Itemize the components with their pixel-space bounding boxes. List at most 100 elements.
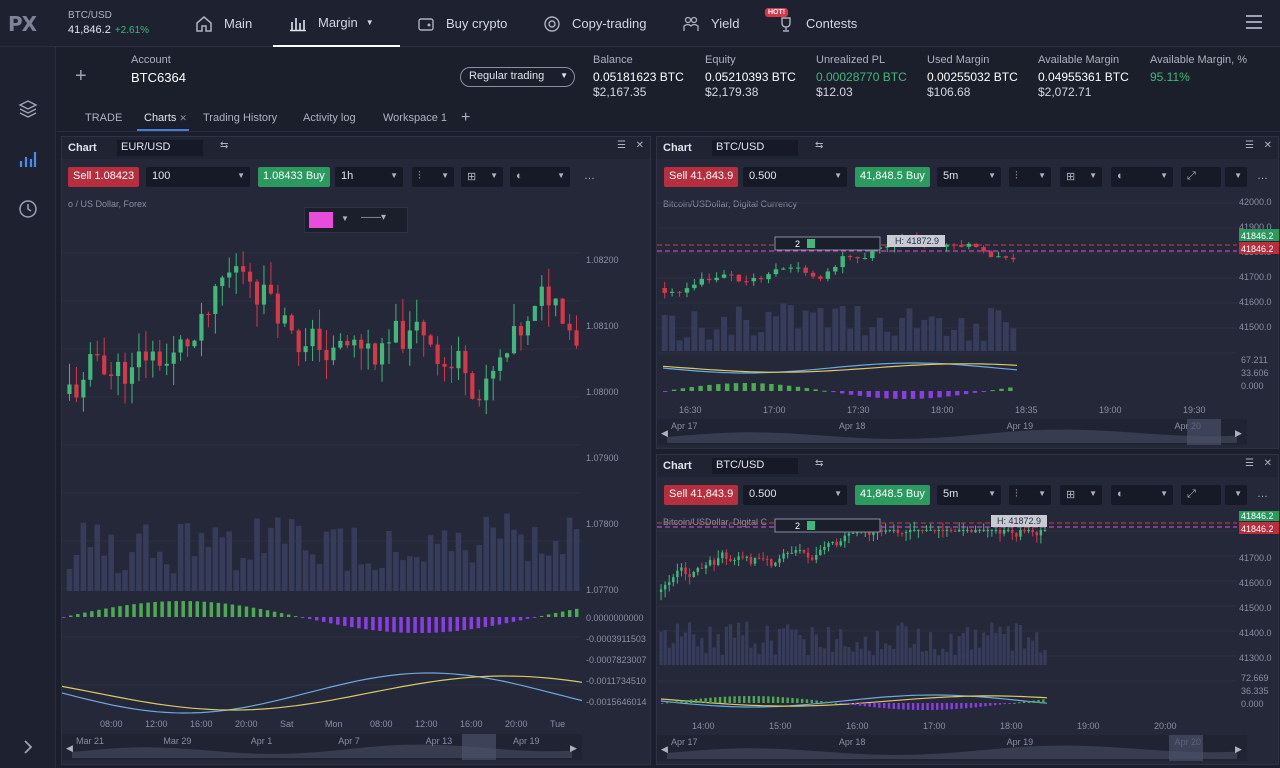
quantity-select[interactable]: 100 ▼ <box>146 167 250 187</box>
indicators-icon[interactable]: ◐ ▼ <box>510 167 570 187</box>
volume-bar <box>441 530 448 591</box>
fullscreen-icon[interactable]: ⤢ <box>1181 167 1221 187</box>
fullscreen-icon[interactable]: ⤢ <box>1181 485 1221 505</box>
price-chart[interactable]: 2 H: 41872.9 <box>657 193 1237 403</box>
volume-bar <box>851 651 855 665</box>
compare-icon[interactable]: ⇆ <box>815 140 824 151</box>
symbol-input[interactable]: EUR/USD <box>117 140 203 156</box>
color-picker[interactable]: ▼ ——▾ <box>304 207 408 233</box>
more-icon[interactable]: … <box>1257 488 1268 500</box>
price-tag-bg <box>1239 242 1279 254</box>
nav-main[interactable]: Main <box>194 0 252 47</box>
panel-menu-icon[interactable]: ☰ <box>1245 140 1254 151</box>
histogram-bar <box>118 606 122 617</box>
tab-activity-log[interactable]: Activity log <box>303 112 356 124</box>
nav-margin[interactable]: Margin ▼ <box>273 0 400 47</box>
chart-type-icon[interactable]: ⫶ ▼ <box>1009 485 1051 505</box>
chart-type-icon[interactable]: ⫶ ▼ <box>412 167 454 187</box>
tab-workspace-1[interactable]: Workspace 1 <box>383 112 447 124</box>
people-icon <box>681 14 701 34</box>
chevron-down-icon[interactable]: ▼ <box>1225 485 1247 505</box>
histogram-bar <box>820 700 823 703</box>
ticker[interactable]: BTC/USD 41,846.2 +2.61% <box>68 9 149 38</box>
line-style-select[interactable]: ——▾ <box>361 212 387 223</box>
buy-button[interactable]: 41,848.5 Buy <box>855 167 930 187</box>
tab-charts[interactable]: Charts ✕ <box>137 112 189 131</box>
color-swatch[interactable] <box>309 212 333 228</box>
time-label: 19:00 <box>1077 721 1100 731</box>
indicators-icon[interactable]: ◐ ▼ <box>1111 167 1173 187</box>
histogram-bar <box>188 601 192 617</box>
histogram-bar <box>1008 387 1013 391</box>
more-icon[interactable]: … <box>1257 170 1268 182</box>
chart-bars-icon[interactable] <box>16 147 40 171</box>
nav-contests[interactable]: Contests <box>776 0 857 47</box>
quantity-select[interactable]: 0.500 ▼ <box>743 485 847 505</box>
menu-icon[interactable] <box>1246 15 1262 29</box>
price-chart[interactable] <box>62 193 582 733</box>
drawing-tools-icon[interactable]: ⊞ ▼ <box>461 167 503 187</box>
trading-mode-select[interactable]: Regular trading ▼ <box>460 67 575 87</box>
chart-type-icon[interactable]: ⫶ ▼ <box>1009 167 1051 187</box>
nav-buy-crypto[interactable]: Buy crypto <box>416 0 507 47</box>
tab-trade[interactable]: TRADE <box>85 112 123 124</box>
price-chart[interactable]: 2 H: 41872.9 <box>657 511 1237 719</box>
sell-button[interactable]: Sell 41,843.9 <box>664 485 739 505</box>
navigator[interactable]: Mar 21 Mar 29 Apr 1 Apr 7 Apr 13 Apr 19 ◀ ▶ <box>62 734 582 764</box>
account-id[interactable]: BTC6364 <box>131 70 186 85</box>
expand-sidebar-icon[interactable] <box>16 735 40 759</box>
candle <box>843 535 847 542</box>
time-axis: 14:00 15:00 16:00 17:00 18:00 19:00 20:00 <box>692 721 1177 731</box>
candle <box>745 556 749 558</box>
volume-bar <box>539 553 545 591</box>
histogram-bar <box>897 703 900 710</box>
timeframe-select[interactable]: 5m ▼ <box>937 167 1001 187</box>
histogram-bar <box>786 697 789 703</box>
symbol-input[interactable]: BTC/USD <box>712 458 798 474</box>
volume-bar <box>1010 328 1017 351</box>
add-account-button[interactable]: + <box>75 65 87 87</box>
close-icon[interactable]: ✕ <box>1263 140 1272 151</box>
buy-button[interactable]: 41,848.5 Buy <box>855 485 930 505</box>
close-icon[interactable]: ✕ <box>635 140 644 151</box>
sell-button[interactable]: Sell 41,843.9 <box>664 167 739 187</box>
volume-bar <box>663 630 667 665</box>
candle <box>880 529 883 532</box>
quantity-select[interactable]: 0.500 ▼ <box>743 167 847 187</box>
layers-icon[interactable] <box>16 97 40 121</box>
close-icon[interactable]: ✕ <box>179 113 187 123</box>
volume-bar <box>888 645 892 665</box>
history-icon[interactable] <box>16 197 40 221</box>
volume-bar <box>854 306 861 351</box>
panel-menu-icon[interactable]: ☰ <box>617 140 626 151</box>
close-icon[interactable]: ✕ <box>1263 458 1272 469</box>
candle <box>744 281 749 283</box>
nav-yield[interactable]: Yield <box>681 0 739 47</box>
panel-menu-icon[interactable]: ☰ <box>1245 458 1254 469</box>
time-label: 08:00 <box>370 719 393 729</box>
chevron-down-icon: ▼ <box>365 18 374 27</box>
symbol-input[interactable]: BTC/USD <box>712 140 798 156</box>
more-icon[interactable]: … <box>584 170 595 182</box>
indicators-icon[interactable]: ◐ ▼ <box>1111 485 1173 505</box>
timeframe-select[interactable]: 1h ▼ <box>335 167 403 187</box>
chevron-down-icon[interactable]: ▼ <box>1225 167 1247 187</box>
tab-trading-history[interactable]: Trading History <box>203 112 278 124</box>
candle <box>282 315 287 324</box>
drawing-tools-icon[interactable]: ⊞ ▼ <box>1060 167 1102 187</box>
timeframe-select[interactable]: 5m ▼ <box>937 485 1001 505</box>
histogram-bar <box>926 703 929 710</box>
compare-icon[interactable]: ⇆ <box>220 140 229 151</box>
sell-button[interactable]: Sell 1.08423 <box>68 167 140 187</box>
histogram-bar <box>937 391 942 398</box>
candle <box>345 340 350 346</box>
nav-copy-trading[interactable]: Copy-trading <box>542 0 646 47</box>
buy-button[interactable]: 1.08433 Buy <box>258 167 330 187</box>
logo[interactable]: PX <box>8 12 37 36</box>
drawing-tools-icon[interactable]: ⊞ ▼ <box>1060 485 1102 505</box>
compare-icon[interactable]: ⇆ <box>815 458 824 469</box>
add-tab-button[interactable]: + <box>461 109 471 126</box>
histogram-bar <box>1022 701 1026 703</box>
